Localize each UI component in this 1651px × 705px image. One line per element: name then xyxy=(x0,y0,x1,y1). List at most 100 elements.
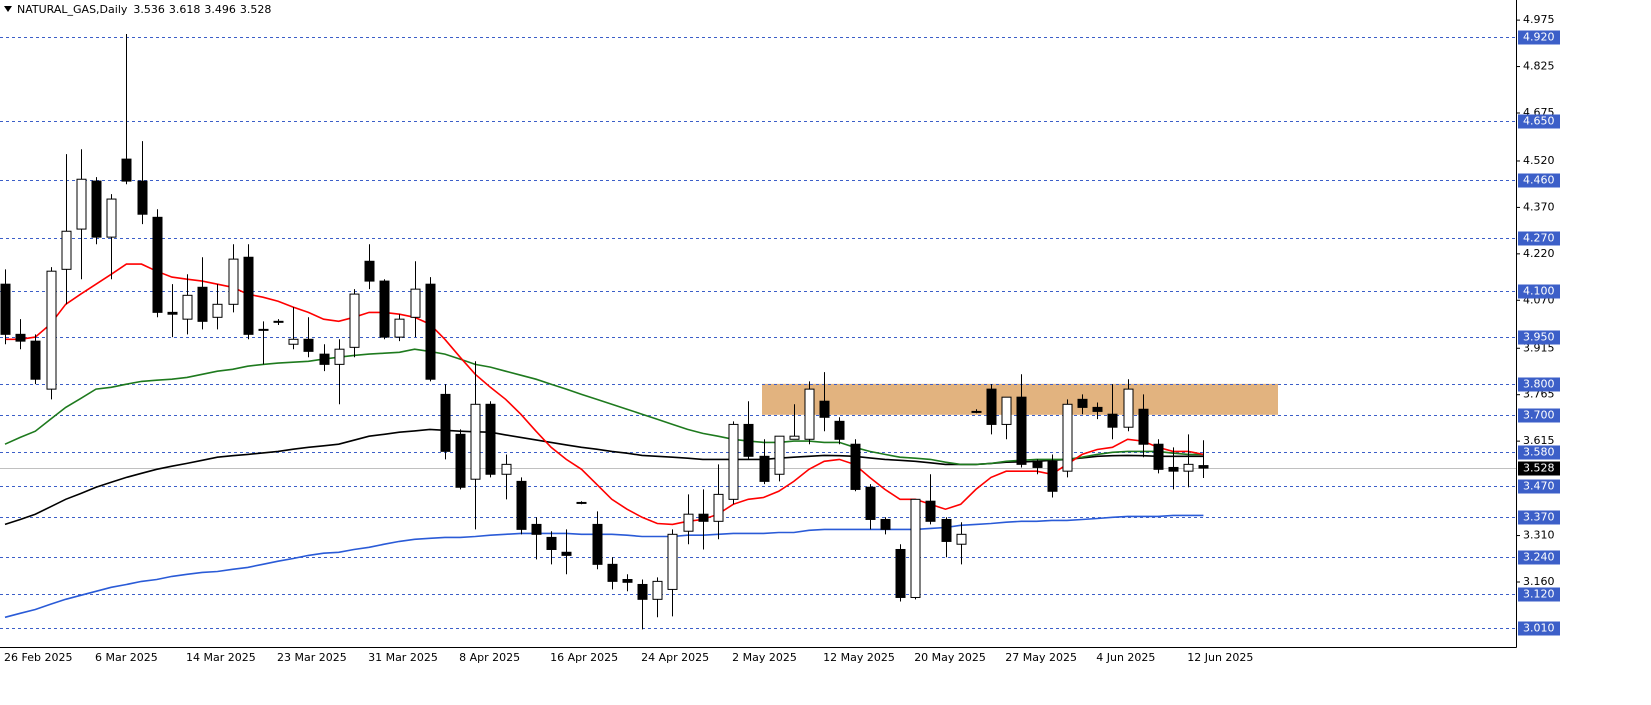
level-label: 4.460 xyxy=(1523,174,1555,187)
candle-body xyxy=(394,318,405,338)
x-tick-label: 12 May 2025 xyxy=(823,651,895,664)
x-tick-label: 2 May 2025 xyxy=(732,651,797,664)
y-tick-label: 4.370 xyxy=(1523,200,1555,213)
candle-body xyxy=(182,294,193,320)
candle-body xyxy=(1001,396,1012,425)
candle-body xyxy=(1077,398,1088,408)
level-label: 3.800 xyxy=(1523,378,1555,391)
moving-average xyxy=(5,263,1204,526)
x-tick-label: 20 May 2025 xyxy=(914,651,986,664)
candle-body xyxy=(501,463,512,475)
level-label-box xyxy=(1518,173,1560,188)
moving-average xyxy=(4,514,1204,619)
candle-body xyxy=(455,433,466,488)
candle-body xyxy=(637,583,648,600)
level-label: 3.950 xyxy=(1523,331,1555,344)
candle-body xyxy=(759,455,770,482)
candle-body xyxy=(410,288,421,318)
candle-body xyxy=(925,500,936,522)
level-label-box xyxy=(1518,330,1560,345)
level-label: 3.700 xyxy=(1523,409,1555,422)
level-label-box xyxy=(1518,510,1560,525)
candle-body xyxy=(349,293,360,348)
candle-body xyxy=(1047,460,1058,492)
level-label: 3.370 xyxy=(1523,511,1555,524)
header-close: 3.528 xyxy=(240,3,272,16)
candle-body xyxy=(531,523,542,535)
candle-body xyxy=(774,435,785,475)
header: NATURAL_GAS,Daily 3.536 3.618 3.496 3.528 xyxy=(17,3,271,16)
candle-body xyxy=(121,158,132,182)
y-tick-label: 3.310 xyxy=(1523,529,1555,542)
level-label-box xyxy=(1518,550,1560,565)
candle-body xyxy=(910,498,921,598)
candle-body xyxy=(470,403,481,480)
level-label: 3.010 xyxy=(1523,622,1555,635)
y-tick-label: 4.220 xyxy=(1523,247,1555,260)
y-tick-label: 4.520 xyxy=(1523,154,1555,167)
candle-body xyxy=(197,286,208,322)
candle-body xyxy=(243,256,254,335)
candle-body xyxy=(1198,465,1209,469)
candle-body xyxy=(880,518,891,530)
candle-body xyxy=(91,180,102,238)
level-label: 4.920 xyxy=(1523,31,1555,44)
candle-body xyxy=(728,423,739,500)
candle-body xyxy=(334,348,345,365)
level-label: 3.470 xyxy=(1523,480,1555,493)
y-tick-label: 4.975 xyxy=(1523,13,1555,26)
candle-body xyxy=(1107,413,1118,428)
candle-body xyxy=(622,579,633,583)
candle-body xyxy=(607,563,618,582)
candle-body xyxy=(592,523,603,565)
candle-body xyxy=(258,328,269,331)
candle-body xyxy=(986,388,997,425)
candle-body xyxy=(1016,396,1027,465)
y-tick-label: 4.825 xyxy=(1523,60,1555,73)
x-tick-label: 23 Mar 2025 xyxy=(277,651,347,664)
level-label-box xyxy=(1518,377,1560,392)
candle-body xyxy=(440,393,451,452)
x-tick-label: 8 Apr 2025 xyxy=(459,651,520,664)
x-tick-label: 31 Mar 2025 xyxy=(368,651,438,664)
candle-body xyxy=(819,400,830,418)
price-label: 3.528 xyxy=(1523,462,1555,475)
candle-body xyxy=(576,501,587,504)
candle-body xyxy=(865,486,876,520)
candle-body xyxy=(713,493,724,522)
candle-body xyxy=(273,320,284,323)
level-label: 3.240 xyxy=(1523,551,1555,564)
candle-body xyxy=(46,270,57,390)
x-tick-label: 24 Apr 2025 xyxy=(641,651,709,664)
candle-body xyxy=(546,536,557,550)
candle-body xyxy=(895,548,906,598)
candle-body xyxy=(0,283,11,335)
header-high: 3.618 xyxy=(169,3,201,16)
candle-body xyxy=(303,338,314,352)
candle-body xyxy=(698,513,709,522)
x-tick-label: 6 Mar 2025 xyxy=(95,651,158,664)
candle-body xyxy=(485,403,496,475)
candle-body xyxy=(425,283,436,380)
candle-body xyxy=(1032,460,1043,468)
level-label-box xyxy=(1518,621,1560,636)
candle-body xyxy=(652,580,663,600)
level-label-box xyxy=(1518,445,1560,460)
candle-body xyxy=(1153,443,1164,470)
level-label-box xyxy=(1518,30,1560,45)
header-low: 3.496 xyxy=(204,3,236,16)
candle-body xyxy=(61,230,72,270)
candle-body xyxy=(941,518,952,542)
x-tick-label: 14 Mar 2025 xyxy=(186,651,256,664)
candle-body xyxy=(319,353,330,365)
symbol: NATURAL_GAS,Daily xyxy=(17,3,128,16)
level-label: 4.100 xyxy=(1523,285,1555,298)
price-label-box xyxy=(1518,461,1560,476)
menu-triangle[interactable] xyxy=(4,6,12,12)
y-tick-label: 3.915 xyxy=(1523,341,1555,354)
candle-body xyxy=(212,303,223,318)
candle-body xyxy=(1168,466,1179,472)
candle-body xyxy=(30,340,41,380)
